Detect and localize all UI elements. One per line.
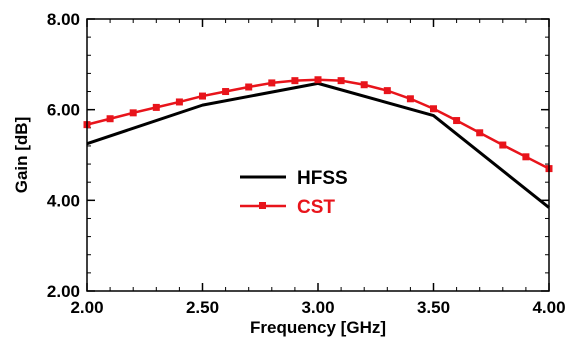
y-tick-label: 4.00 xyxy=(47,191,80,210)
x-tick-label: 2.00 xyxy=(70,298,103,317)
legend-label-cst: CST xyxy=(297,197,335,218)
legend-entry-cst: CST xyxy=(240,197,335,218)
minor-ticks xyxy=(86,18,550,292)
x-tick-label: 3.00 xyxy=(301,298,334,317)
data-point-cst xyxy=(314,76,322,84)
data-point-cst xyxy=(152,103,160,111)
data-point-cst xyxy=(383,87,391,95)
series-line-hfss xyxy=(86,81,550,209)
y-tick-labels: 2.00 4.00 6.00 8.00 xyxy=(47,10,80,301)
data-point-cst xyxy=(430,105,437,113)
data-point-cst xyxy=(106,115,114,123)
data-point-cst xyxy=(406,95,414,103)
data-point-cst xyxy=(199,92,206,100)
x-axis-title: Frequency [GHz] xyxy=(250,318,386,337)
data-point-cst xyxy=(245,83,253,91)
y-axis-title: Gain [dB] xyxy=(12,117,31,194)
series-line-cst xyxy=(86,78,550,170)
data-point-cst xyxy=(291,77,299,85)
y-tick-label: 8.00 xyxy=(47,10,80,29)
data-point-cst xyxy=(360,81,368,89)
plot-frame xyxy=(86,18,550,292)
data-point-cst xyxy=(337,77,345,85)
series-layer xyxy=(83,76,553,209)
y-tick-label: 6.00 xyxy=(47,101,80,120)
legend-label-hfss: HFSS xyxy=(297,168,348,189)
major-ticks xyxy=(86,18,550,292)
y-tick-label: 2.00 xyxy=(47,282,80,301)
data-point-cst xyxy=(129,109,137,117)
data-point-cst xyxy=(268,79,276,87)
legend-entry-hfss: HFSS xyxy=(240,168,348,189)
data-point-cst xyxy=(522,153,530,161)
legend-marker-cst xyxy=(259,202,266,209)
data-point-cst xyxy=(476,129,484,137)
x-tick-label: 2.50 xyxy=(186,298,219,317)
legend: HFSS CST xyxy=(240,168,348,218)
x-tick-label: 4.00 xyxy=(532,298,565,317)
x-tick-labels: 2.00 2.50 3.00 3.50 4.00 xyxy=(70,298,565,317)
data-point-cst xyxy=(175,98,183,106)
data-point-cst xyxy=(453,117,461,125)
data-point-cst xyxy=(499,141,507,149)
x-tick-label: 3.50 xyxy=(417,298,450,317)
data-point-cst xyxy=(222,88,230,96)
